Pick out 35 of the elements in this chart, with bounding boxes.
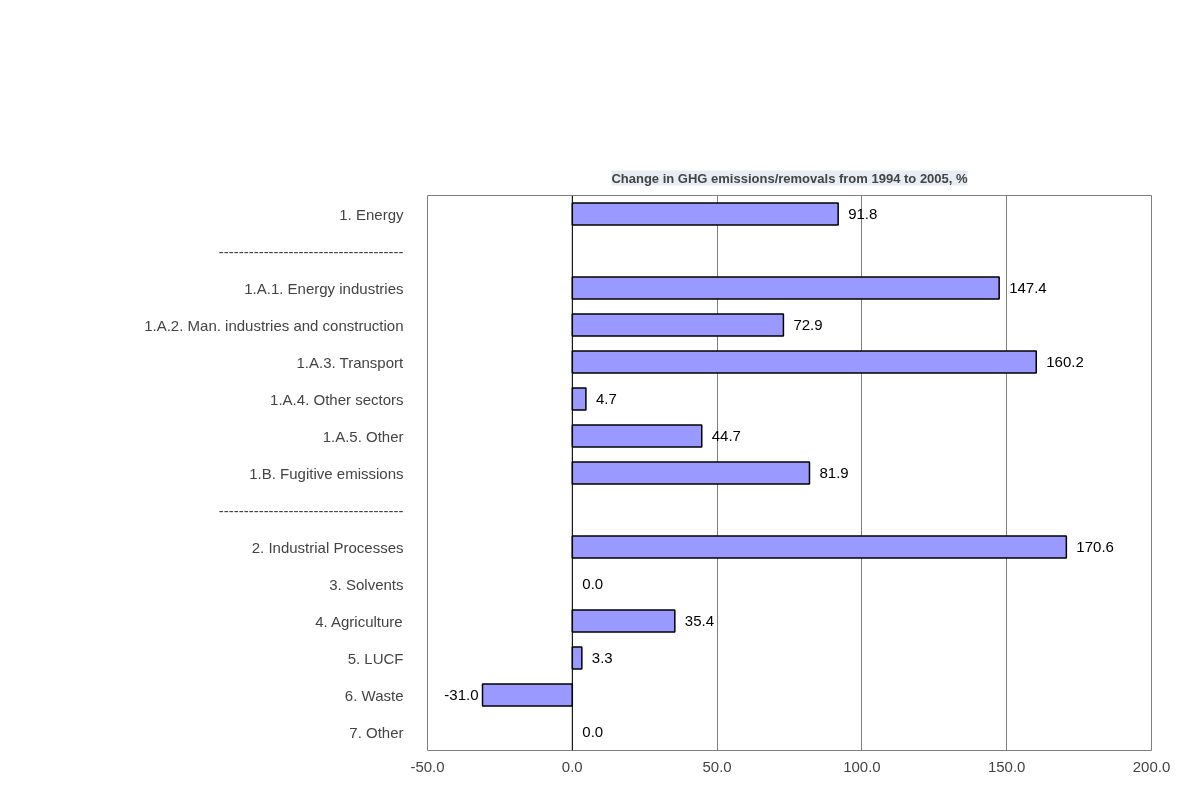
x-tick-label: -50.0 <box>410 757 445 775</box>
data-label: 0.0 <box>582 575 604 592</box>
x-tick-label: 150.0 <box>987 757 1026 775</box>
y-tick-label: 1.A.1. Energy industries <box>244 279 404 297</box>
y-tick-label: ------------------------------------- <box>218 242 404 260</box>
data-label: 3.3 <box>591 649 613 666</box>
data-label: 81.9 <box>819 464 849 481</box>
y-tick-label: 1.B. Fugitive emissions <box>249 464 404 482</box>
y-tick-label: 2. Industrial Processes <box>251 538 404 556</box>
data-label: 170.6 <box>1076 538 1114 555</box>
data-label: 35.4 <box>684 612 715 629</box>
x-tick-label: 0.0 <box>561 757 583 775</box>
y-tick-label: 1.A.5. Other <box>322 427 404 445</box>
y-tick-label: ------------------------------------- <box>218 501 404 519</box>
y-tick-label: 1.A.3. Transport <box>296 353 405 371</box>
y-tick-label: 4. Agriculture <box>315 612 403 630</box>
data-label: 91.8 <box>848 205 878 222</box>
data-label: 72.9 <box>793 316 823 333</box>
data-label: 44.7 <box>711 427 741 444</box>
x-tick-label: 50.0 <box>702 757 732 775</box>
data-label: 147.4 <box>1009 279 1047 296</box>
x-tick-label: 200.0 <box>1132 757 1171 775</box>
chart-title: Change in GHG emissions/removals from 1994 to 2005, % <box>611 170 969 186</box>
y-tick-label: 1.A.2. Man. industries and construction <box>144 316 404 334</box>
y-tick-label: 1. Energy <box>339 205 404 223</box>
x-tick-label: 100.0 <box>843 757 881 775</box>
data-label: 0.0 <box>582 723 604 740</box>
y-tick-label: 1.A.4. Other sectors <box>270 390 404 408</box>
data-label: 4.7 <box>595 390 617 407</box>
y-tick-label: 5. LUCF <box>347 649 404 667</box>
y-tick-label: 6. Waste <box>344 686 404 704</box>
data-label: 160.2 <box>1046 353 1084 370</box>
data-label: -31.0 <box>444 686 479 703</box>
y-tick-label: 7. Other <box>349 723 404 741</box>
y-tick-label: 3. Solvents <box>329 575 404 593</box>
